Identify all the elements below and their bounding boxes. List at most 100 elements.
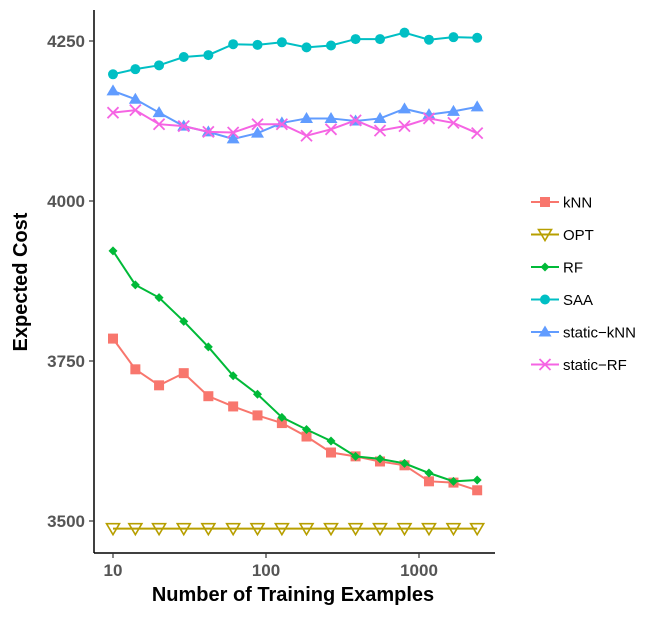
- data-point-saa: [374, 34, 385, 45]
- data-point-knn: [178, 368, 189, 379]
- data-point-rf: [326, 436, 336, 446]
- y-tick-label: 4250: [47, 32, 85, 51]
- data-point-static-rf: [129, 103, 142, 117]
- data-point-opt: [127, 522, 144, 537]
- data-point-static-knn: [300, 111, 314, 123]
- data-point-rf: [302, 424, 312, 434]
- legend-item-opt: OPT: [531, 227, 594, 244]
- data-point-static-rf: [152, 118, 166, 131]
- legend-item-saa: SAA: [531, 292, 593, 309]
- data-point-static-knn: [446, 104, 460, 116]
- data-point-saa: [448, 32, 459, 43]
- data-point-opt: [105, 522, 121, 537]
- legend-label: static−RF: [563, 357, 627, 374]
- data-point-rf: [203, 342, 213, 352]
- data-point-opt: [445, 522, 462, 537]
- series-opt: [105, 522, 486, 537]
- series-rf: [108, 246, 482, 486]
- legend-label: SAA: [563, 292, 593, 309]
- data-point-static-rf: [422, 112, 436, 125]
- data-point-opt: [298, 522, 315, 537]
- x-axis-title: Number of Training Examples: [152, 584, 434, 606]
- data-point-rf: [351, 451, 361, 461]
- data-point-opt: [273, 522, 290, 537]
- y-axis-title: Expected Cost: [10, 212, 32, 351]
- data-point-rf: [472, 475, 482, 485]
- plot-area: [105, 27, 486, 537]
- data-point-static-knn: [373, 111, 387, 123]
- legend-label: kNN: [563, 195, 592, 212]
- data-point-static-rf: [177, 119, 190, 133]
- data-point-static-rf: [227, 126, 240, 139]
- data-point-saa: [472, 32, 483, 43]
- legend-item-rf: RF: [531, 260, 583, 277]
- data-point-saa: [350, 34, 361, 45]
- data-point-saa: [130, 64, 141, 75]
- data-point-saa: [399, 27, 410, 38]
- data-point-static-rf: [202, 125, 215, 139]
- legend-key-marker: [537, 228, 553, 243]
- data-point-static-rf: [471, 127, 484, 140]
- data-point-static-knn: [324, 111, 338, 123]
- data-point-opt: [347, 522, 364, 537]
- data-point-saa: [108, 69, 118, 80]
- data-point-rf: [400, 458, 410, 468]
- data-point-knn: [423, 476, 434, 487]
- data-point-knn: [276, 418, 287, 429]
- data-point-knn: [228, 401, 239, 412]
- data-point-rf: [375, 454, 385, 464]
- data-point-knn: [108, 333, 118, 344]
- data-point-knn: [301, 431, 312, 442]
- legend-item-static-rf: static−RF: [531, 357, 627, 374]
- series-line-static-knn: [112, 89, 478, 140]
- data-point-knn: [472, 485, 483, 496]
- data-point-saa: [423, 34, 434, 45]
- legend-label: RF: [563, 260, 583, 277]
- series-line-static-rf: [112, 109, 478, 137]
- legend-label: static−kNN: [563, 325, 636, 342]
- y-ticks: 3500 3750 4000 4250: [47, 32, 94, 531]
- legend-key-marker: [538, 358, 552, 371]
- series-saa: [108, 27, 483, 80]
- x-ticks: 10 100 1000: [104, 553, 438, 580]
- data-point-saa: [276, 37, 287, 48]
- series-static-rf: [106, 103, 484, 142]
- data-point-rf: [253, 389, 263, 399]
- data-point-saa: [154, 60, 165, 71]
- data-point-opt: [151, 522, 167, 537]
- data-point-opt: [200, 522, 217, 537]
- series-static-knn: [106, 84, 484, 144]
- data-point-rf: [448, 476, 458, 486]
- data-point-static-rf: [349, 114, 362, 127]
- y-tick-label: 3500: [47, 512, 85, 531]
- series-line-rf: [112, 250, 478, 483]
- data-point-static-knn: [106, 84, 120, 96]
- legend-key-marker: [540, 197, 550, 207]
- data-point-knn: [154, 380, 165, 391]
- x-tick-label: 100: [252, 561, 280, 580]
- data-point-static-rf: [251, 118, 264, 131]
- data-point-static-rf: [106, 106, 120, 119]
- legend-item-knn: kNN: [531, 195, 592, 212]
- data-point-opt: [396, 522, 413, 537]
- data-point-static-rf: [275, 118, 289, 131]
- data-point-opt: [175, 522, 192, 537]
- data-point-saa: [252, 39, 263, 50]
- data-point-saa: [203, 50, 214, 61]
- data-point-static-rf: [373, 124, 387, 137]
- data-point-rf: [277, 412, 287, 422]
- data-point-opt: [421, 522, 437, 537]
- y-tick-label: 4000: [47, 192, 85, 211]
- legend-key-marker: [540, 262, 550, 272]
- series-line-knn: [112, 338, 478, 492]
- data-point-opt: [323, 522, 339, 537]
- data-point-saa: [326, 40, 337, 51]
- data-point-knn: [252, 410, 263, 421]
- legend-item-static-knn: static−kNN: [531, 325, 636, 342]
- data-point-knn: [203, 391, 214, 402]
- data-point-rf: [228, 371, 238, 381]
- data-point-static-rf: [398, 119, 411, 133]
- data-point-rf: [108, 246, 118, 256]
- data-point-opt: [469, 522, 486, 537]
